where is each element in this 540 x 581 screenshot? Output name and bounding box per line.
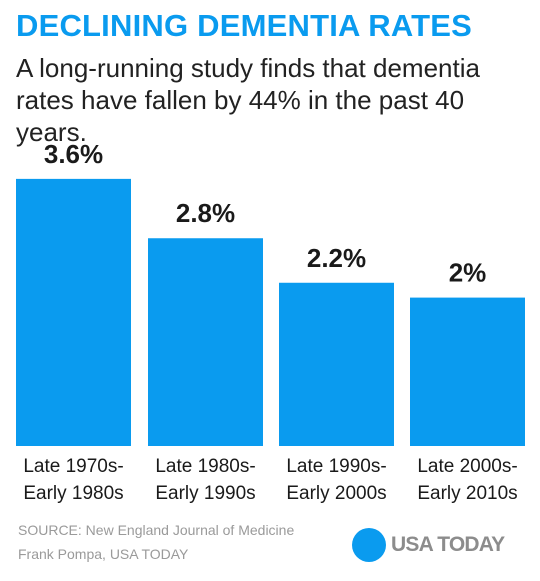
category-label-4-line-2: Early 2010s <box>417 483 517 504</box>
usa-today-circle-icon <box>352 528 386 562</box>
bar-4 <box>410 297 525 446</box>
category-label-3-line-1: Late 1990s- <box>286 456 386 477</box>
source-note: SOURCE: New England Journal of Medicine <box>18 522 295 538</box>
bar-1 <box>16 178 131 446</box>
data-label-1: 3.6% <box>44 139 103 169</box>
logo-text: USA TODAY <box>391 533 505 556</box>
category-label-2-line-1: Late 1980s- <box>155 456 255 477</box>
bar-2 <box>148 238 263 446</box>
category-label-1-line-1: Late 1970s- <box>23 456 123 477</box>
bar-3 <box>279 282 394 446</box>
category-label-3-line-2: Early 2000s <box>286 483 386 504</box>
data-label-3: 2.2% <box>307 243 366 273</box>
category-label-4-line-1: Late 2000s- <box>417 456 517 477</box>
data-label-2: 2.8% <box>176 198 235 228</box>
category-label-2-line-2: Early 1990s <box>155 483 255 504</box>
chart-title: DECLINING DEMENTIA RATES <box>16 8 473 43</box>
data-label-4: 2% <box>449 258 487 288</box>
credit-note: Frank Pompa, USA TODAY <box>18 546 189 562</box>
usa-today-logo: USA TODAY <box>352 528 505 562</box>
category-label-1-line-2: Early 1980s <box>23 483 123 504</box>
chart-subtitle: A long-running study finds that dementia… <box>16 53 480 147</box>
